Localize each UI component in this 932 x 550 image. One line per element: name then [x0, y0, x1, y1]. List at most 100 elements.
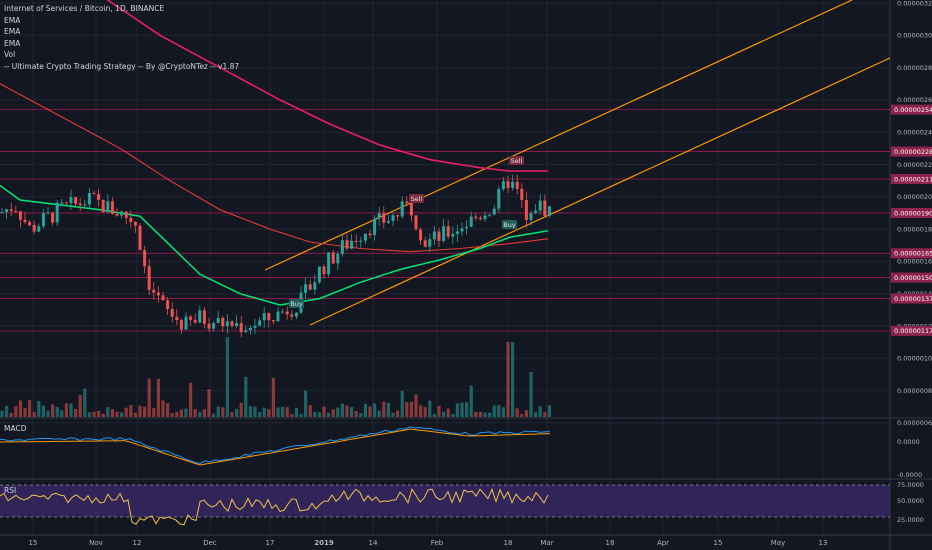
volume-bar: [299, 413, 303, 417]
volume-bar: [124, 407, 128, 417]
candle-body: [465, 226, 469, 229]
volume-bar: [5, 405, 9, 417]
volume-bar: [368, 406, 372, 417]
volume-bar: [258, 412, 262, 417]
time-tick-label: 17: [266, 539, 275, 547]
volume-bar: [248, 406, 252, 417]
volume-bar: [51, 404, 55, 417]
signal-badge: [502, 220, 517, 229]
volume-bar: [469, 385, 473, 417]
volume-bar: [474, 411, 478, 417]
volume-bar: [317, 412, 321, 417]
volume-bar: [41, 405, 45, 417]
candle-body: [511, 181, 515, 188]
level-badge-text: 0.00000165: [894, 250, 932, 258]
signal-text: Buy: [290, 300, 303, 308]
candle-body: [501, 181, 505, 189]
volume-bar: [69, 403, 73, 417]
volume-bar: [239, 402, 243, 417]
volume-bar: [396, 410, 400, 417]
legend: Internet of Services / Bitcoin, 1D, BINA…: [4, 3, 239, 73]
grid-lines: [0, 0, 890, 535]
volume-bar: [446, 408, 450, 417]
indicator-vol[interactable]: Vol: [4, 50, 16, 60]
candle-body: [281, 311, 285, 313]
level-badge-text: 0.00000228: [894, 148, 932, 156]
volume-bar: [23, 408, 27, 417]
volume-bar: [322, 406, 326, 417]
volume-bar: [216, 406, 220, 417]
level-badge-text: 0.00000254: [894, 106, 932, 114]
candle-body: [331, 252, 335, 264]
candle-body: [547, 206, 551, 216]
volume-bar: [179, 409, 183, 417]
volume-bar: [432, 413, 436, 417]
candle-body: [221, 317, 225, 327]
indicator-ema-3[interactable]: EMA: [4, 38, 21, 48]
indicator-ema-2[interactable]: EMA: [4, 27, 21, 37]
volume-bar: [409, 401, 413, 417]
volume-bar: [110, 409, 114, 417]
candle-body: [497, 188, 501, 209]
candle-body: [248, 327, 252, 331]
candle-body: [230, 321, 234, 327]
volume-bar: [419, 405, 423, 417]
candle-body: [170, 308, 174, 317]
time-tick-label: 15: [714, 539, 723, 547]
time-tick-label: 12: [133, 539, 142, 547]
candle-body: [253, 325, 257, 328]
candle-body: [28, 222, 32, 226]
volume-bar: [55, 407, 59, 417]
candle-body: [124, 211, 128, 218]
candle-body: [529, 213, 533, 220]
rsi-tick-label: 50.0000: [897, 497, 924, 505]
level-badge-text: 0.00000211: [894, 175, 932, 183]
level-badge: [891, 272, 932, 283]
volume-bar: [120, 412, 124, 417]
volume-bar: [87, 412, 91, 417]
volume-bar: [106, 407, 110, 417]
volume-bar: [166, 403, 170, 417]
time-tick-label: May: [771, 539, 785, 547]
volume-bar: [225, 337, 229, 417]
macd-tick-label: 0.0000: [897, 438, 920, 446]
volume-bar: [198, 411, 202, 417]
candle-body: [345, 240, 349, 249]
candle-body: [359, 240, 363, 242]
volume-bar: [138, 405, 142, 417]
signal-badge: [509, 156, 524, 165]
indicator-ema-1[interactable]: EMA: [4, 15, 21, 25]
candle-body: [350, 240, 354, 249]
candle-body: [110, 201, 114, 214]
level-badge: [891, 293, 932, 304]
time-tick-label: 18: [504, 539, 513, 547]
ema-mid-line: [0, 83, 549, 253]
time-axis[interactable]: 15 Nov 12 Dec 17 2019 14 Feb 18 Mar 18 Apr 15 May 13: [29, 539, 828, 547]
volume-bar: [382, 401, 386, 417]
volume-bar: [276, 407, 280, 417]
candle-body: [478, 217, 482, 220]
candle-body: [92, 193, 96, 195]
signal-badge: [289, 299, 304, 308]
candle-body: [225, 321, 229, 327]
volume-bar: [129, 405, 133, 417]
volume-bar: [147, 378, 151, 417]
volume-bar: [101, 413, 105, 417]
candle-body: [129, 217, 133, 222]
time-tick-label: Apr: [657, 539, 669, 547]
candle-body: [32, 225, 36, 232]
macd-lines: [0, 426, 551, 466]
candle-body: [262, 313, 266, 321]
level-badge-text: 0.00000150: [894, 274, 932, 282]
candle-body: [276, 311, 280, 322]
candle-body: [340, 240, 344, 254]
indicator-strategy[interactable]: -- Ultimate Crypto Trading Strategy -- B…: [4, 61, 240, 71]
time-tick-label: Dec: [203, 539, 217, 547]
